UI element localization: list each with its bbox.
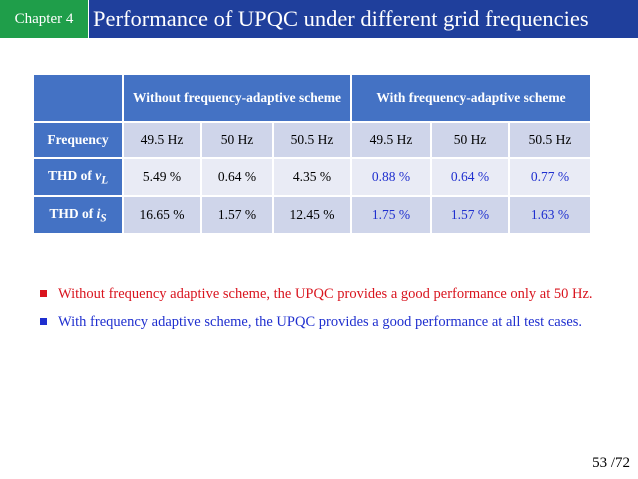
value-cell: 0.64 %	[200, 157, 274, 197]
header-corner-cell	[32, 73, 124, 123]
value-cell: 1.57 %	[200, 195, 274, 235]
freq-cell: 49.5 Hz	[122, 121, 202, 159]
square-bullet-icon	[40, 290, 47, 297]
header-with-scheme: With frequency-adaptive scheme	[350, 73, 592, 123]
freq-cell: 50 Hz	[200, 121, 274, 159]
chapter-tag: Chapter 4	[0, 0, 88, 38]
value-cell: 0.64 %	[430, 157, 510, 197]
bullet-list: Without frequency adaptive scheme, the U…	[40, 280, 610, 336]
table-row: THD of iS 16.65 % 1.57 % 12.45 % 1.75 % …	[32, 195, 592, 235]
bullet-item: Without frequency adaptive scheme, the U…	[40, 280, 610, 308]
value-cell: 0.77 %	[508, 157, 592, 197]
value-cell: 1.63 %	[508, 195, 592, 235]
bullet-text: Without frequency adaptive scheme, the U…	[58, 286, 593, 302]
bullet-item: With frequency adaptive scheme, the UPQC…	[40, 308, 610, 336]
freq-cell: 49.5 Hz	[350, 121, 432, 159]
variable-subscript: L	[101, 174, 109, 187]
value-cell: 1.75 %	[350, 195, 432, 235]
freq-cell: 50.5 Hz	[272, 121, 352, 159]
row-label-prefix: THD of	[49, 205, 97, 221]
row-label-frequency: Frequency	[32, 121, 124, 159]
freq-cell: 50 Hz	[430, 121, 510, 159]
value-cell: 16.65 %	[122, 195, 202, 235]
table-row: Frequency 49.5 Hz 50 Hz 50.5 Hz 49.5 Hz …	[32, 121, 592, 159]
square-bullet-icon	[40, 318, 47, 325]
value-cell: 0.88 %	[350, 157, 432, 197]
row-label-thd-is: THD of iS	[32, 195, 124, 235]
value-cell: 12.45 %	[272, 195, 352, 235]
variable-symbol: v	[95, 167, 102, 183]
thd-table: Without frequency-adaptive scheme With f…	[32, 73, 592, 235]
slide-title: Performance of UPQC under different grid…	[89, 0, 638, 38]
bullet-text: With frequency adaptive scheme, the UPQC…	[58, 314, 583, 330]
slide-header: Chapter 4 Performance of UPQC under diff…	[0, 0, 638, 38]
variable-subscript: S	[100, 212, 107, 225]
freq-cell: 50.5 Hz	[508, 121, 592, 159]
table-row: THD of vL 5.49 % 0.64 % 4.35 % 0.88 % 0.…	[32, 157, 592, 197]
variable-symbol: i	[96, 205, 101, 221]
value-cell: 5.49 %	[122, 157, 202, 197]
value-cell: 4.35 %	[272, 157, 352, 197]
row-label-prefix: THD of	[47, 167, 96, 183]
page-number: 53 /72	[592, 455, 630, 471]
header-without-scheme: Without frequency-adaptive scheme	[122, 73, 352, 123]
table-header-row: Without frequency-adaptive scheme With f…	[32, 73, 592, 123]
value-cell: 1.57 %	[430, 195, 510, 235]
row-label-thd-vl: THD of vL	[32, 157, 124, 197]
